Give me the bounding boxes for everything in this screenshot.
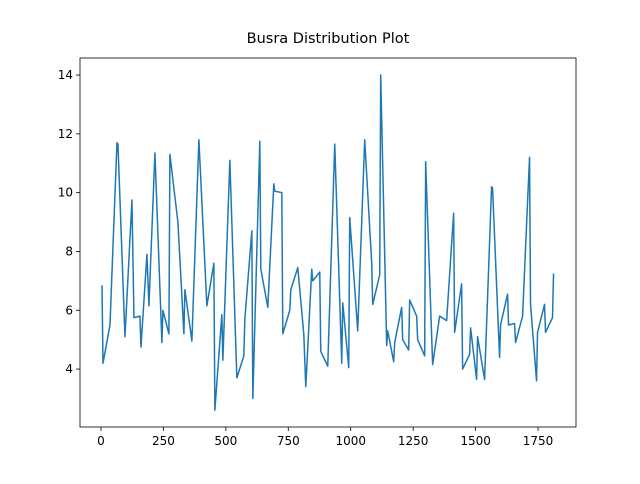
x-tick-label: 500 xyxy=(214,434,237,448)
x-tick-label: 750 xyxy=(277,434,300,448)
x-tick-label: 1000 xyxy=(335,434,366,448)
x-tick-label: 0 xyxy=(97,434,105,448)
y-tick-label: 6 xyxy=(65,303,73,317)
y-tick-label: 10 xyxy=(58,186,73,200)
y-tick-label: 8 xyxy=(65,244,73,258)
x-tick-label: 1250 xyxy=(398,434,429,448)
x-tick-label: 1500 xyxy=(460,434,491,448)
y-tick-label: 14 xyxy=(58,68,73,82)
plot-frame xyxy=(79,57,577,428)
x-tick-label: 250 xyxy=(152,434,175,448)
y-tick-label: 4 xyxy=(65,362,73,376)
y-tick-label: 12 xyxy=(58,127,73,141)
line-series xyxy=(101,74,555,411)
x-tick-label: 1750 xyxy=(523,434,554,448)
chart-title: Busra Distribution Plot xyxy=(247,31,410,47)
